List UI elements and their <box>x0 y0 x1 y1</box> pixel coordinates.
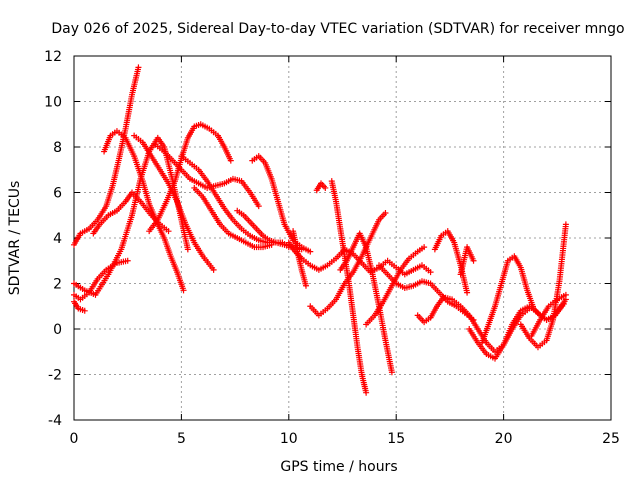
x-tick-labels: 0 5 10 15 20 25 <box>70 431 620 447</box>
series-arc-r <box>307 209 389 319</box>
y-tick-label: 6 <box>53 186 62 202</box>
series-arc-p <box>313 180 329 194</box>
y-tick-label: 12 <box>44 49 62 65</box>
series-arc-bb <box>528 291 569 339</box>
data-point <box>388 369 395 376</box>
x-tick-label: 15 <box>387 431 405 447</box>
series-arc-x <box>457 244 477 278</box>
y-tick-label: 4 <box>53 231 62 247</box>
data-point <box>184 246 191 253</box>
data-point <box>302 282 309 289</box>
x-tick-label: 10 <box>280 431 298 447</box>
series-arc-b <box>71 64 142 248</box>
series-arc-g <box>146 121 234 235</box>
y-tick-label: 10 <box>44 95 62 111</box>
series-arc-s <box>337 230 395 376</box>
data-point <box>322 184 329 191</box>
series-arc-o <box>290 228 309 289</box>
data-point <box>562 291 569 298</box>
series-arc-c <box>71 257 131 303</box>
data-point <box>81 307 88 314</box>
x-tick-label: 25 <box>602 431 620 447</box>
data-point <box>363 389 370 396</box>
data-point <box>135 64 142 71</box>
series-arc-z <box>479 253 569 346</box>
data-point <box>180 287 187 294</box>
data-point <box>307 248 314 255</box>
data-point <box>464 289 471 296</box>
data-point <box>227 157 234 164</box>
data-point <box>210 266 217 273</box>
data-point <box>470 257 477 264</box>
series-arc-m <box>249 153 314 255</box>
series-arc-h <box>131 132 217 273</box>
y-tick-label: 8 <box>53 140 62 156</box>
y-tick-label: 0 <box>53 322 62 338</box>
x-tick-label: 5 <box>177 431 186 447</box>
data-point <box>165 228 172 235</box>
y-axis-label: SDTVAR / TECUs <box>7 181 23 296</box>
y-tick-label: -2 <box>48 368 62 384</box>
data-point <box>562 221 569 228</box>
data-point <box>255 203 262 210</box>
x-axis-label: GPS time / hours <box>280 459 397 475</box>
grid-lines <box>74 56 611 420</box>
series-arc-f <box>90 189 172 237</box>
data-points <box>71 64 569 396</box>
series-arc-j <box>178 153 288 248</box>
x-tick-label: 20 <box>495 431 513 447</box>
series-arc-d <box>71 298 88 314</box>
y-tick-label: 2 <box>53 277 62 293</box>
chart-title: Day 026 of 2025, Sidereal Day-to-day VTE… <box>51 21 624 37</box>
data-point <box>124 257 131 264</box>
y-tick-label: -4 <box>48 413 62 429</box>
data-point <box>382 209 389 216</box>
series-arc-k <box>191 184 275 251</box>
y-tick-labels: -4 -2 0 2 4 6 8 10 12 <box>44 49 62 429</box>
data-point <box>427 269 434 276</box>
data-point <box>421 244 428 251</box>
series-arc-e <box>101 128 187 294</box>
x-tick-label: 0 <box>70 431 79 447</box>
